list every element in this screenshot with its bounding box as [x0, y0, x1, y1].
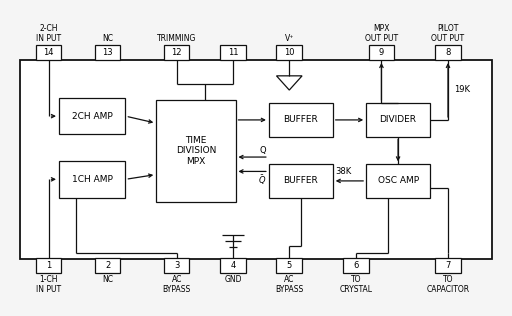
Text: 2-CH
IN PUT: 2-CH IN PUT	[36, 24, 61, 43]
Text: DIVIDER: DIVIDER	[379, 115, 417, 125]
Text: 4: 4	[230, 261, 236, 270]
Text: PILOT
OUT PUT: PILOT OUT PUT	[432, 24, 464, 43]
Text: 10: 10	[284, 48, 294, 57]
Bar	[95, 258, 120, 273]
Text: 5: 5	[287, 261, 292, 270]
Text: 11: 11	[228, 48, 238, 57]
Bar	[20, 60, 492, 259]
Bar	[366, 164, 430, 198]
Bar	[369, 45, 394, 60]
Bar	[36, 258, 61, 273]
Text: 3: 3	[174, 261, 179, 270]
Text: 13: 13	[102, 48, 113, 57]
Text: GND: GND	[224, 275, 242, 284]
Text: TRIMMING: TRIMMING	[157, 34, 196, 43]
Text: V⁺: V⁺	[285, 34, 294, 43]
Text: 1: 1	[46, 261, 51, 270]
Bar	[164, 258, 189, 273]
Text: 1CH AMP: 1CH AMP	[72, 175, 113, 184]
Bar	[59, 98, 125, 134]
Text: 14: 14	[44, 48, 54, 57]
Text: BUFFER: BUFFER	[284, 176, 318, 185]
Bar	[269, 164, 333, 198]
Text: NC: NC	[102, 275, 113, 284]
Bar	[276, 258, 302, 273]
Bar	[366, 103, 430, 137]
Text: $\bar{Q}$: $\bar{Q}$	[258, 173, 266, 187]
Text: TO
CRYSTAL: TO CRYSTAL	[339, 275, 372, 294]
Text: 9: 9	[379, 48, 384, 57]
Text: 2CH AMP: 2CH AMP	[72, 112, 113, 121]
Bar	[435, 45, 461, 60]
Text: 6: 6	[353, 261, 358, 270]
Bar	[343, 258, 369, 273]
Text: Q: Q	[260, 147, 266, 155]
Bar	[164, 45, 189, 60]
Text: 38K: 38K	[335, 167, 352, 176]
Text: AC
BYPASS: AC BYPASS	[275, 275, 304, 294]
Text: 2: 2	[105, 261, 110, 270]
Bar	[36, 45, 61, 60]
Bar	[95, 45, 120, 60]
Text: BUFFER: BUFFER	[284, 115, 318, 125]
Text: 19K: 19K	[454, 86, 470, 94]
Text: 8: 8	[445, 48, 451, 57]
Bar	[156, 100, 236, 202]
Text: AC
BYPASS: AC BYPASS	[162, 275, 191, 294]
Bar	[220, 258, 246, 273]
Text: MPX
OUT PUT: MPX OUT PUT	[365, 24, 398, 43]
Bar	[220, 45, 246, 60]
Bar	[59, 161, 125, 198]
Text: 1-CH
IN PUT: 1-CH IN PUT	[36, 275, 61, 294]
Text: TIME
DIVISION
MPX: TIME DIVISION MPX	[176, 136, 216, 166]
Text: 7: 7	[445, 261, 451, 270]
Bar	[435, 258, 461, 273]
Text: NC: NC	[102, 34, 113, 43]
Text: OSC AMP: OSC AMP	[377, 176, 419, 185]
Text: 12: 12	[172, 48, 182, 57]
Text: TO
CAPACITOR: TO CAPACITOR	[426, 275, 470, 294]
Bar	[276, 45, 302, 60]
Bar	[269, 103, 333, 137]
